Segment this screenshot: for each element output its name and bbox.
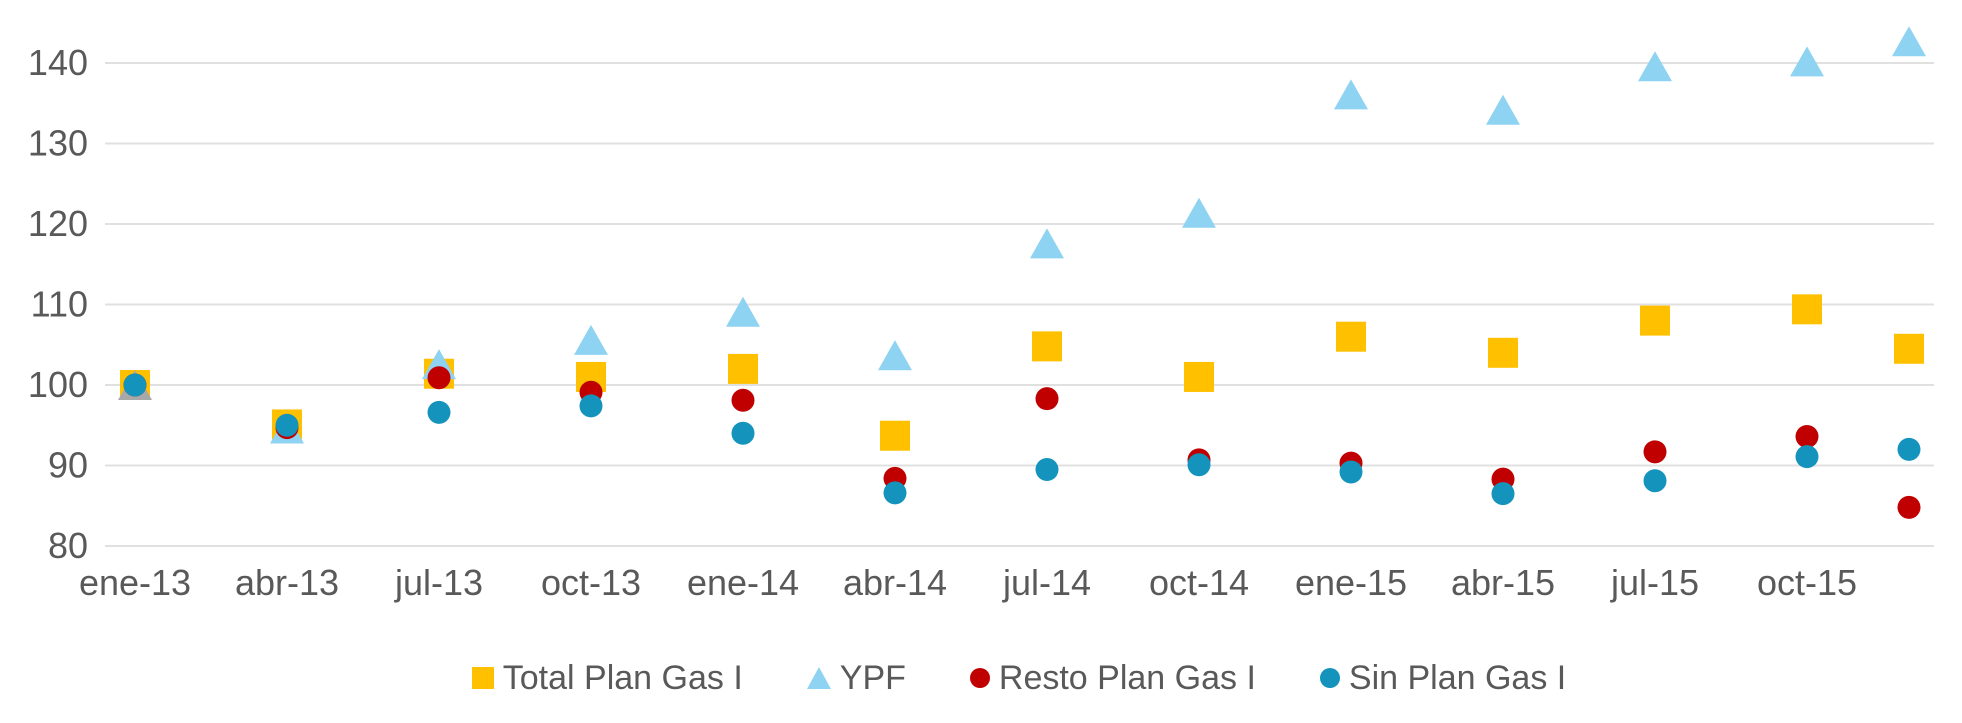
x-tick-label: abr-15 <box>1451 562 1555 603</box>
x-tick-label: jul-14 <box>1002 562 1091 603</box>
x-tick-label: oct-15 <box>1757 562 1857 603</box>
marker-ypf <box>878 340 912 371</box>
marker-ypf <box>726 296 760 327</box>
marker-sin-plan-gas-i <box>731 421 755 445</box>
marker-sin-plan-gas-i <box>427 400 451 424</box>
x-tick-label: ene-14 <box>687 562 799 603</box>
x-tick-label: oct-13 <box>541 562 641 603</box>
marker-resto-plan-gas-i <box>731 388 755 412</box>
marker-sin-plan-gas-i <box>883 481 907 505</box>
marker-sin-plan-gas-i <box>579 394 603 418</box>
x-tick-label: ene-15 <box>1295 562 1407 603</box>
marker-ypf <box>1790 46 1824 77</box>
x-tick-label: abr-13 <box>235 562 339 603</box>
x-tick-label: oct-14 <box>1149 562 1249 603</box>
marker-total-plan-gas-i <box>1488 337 1518 368</box>
marker-total-plan-gas-i <box>728 353 758 384</box>
y-tick-label: 140 <box>28 42 88 83</box>
y-tick-label: 130 <box>28 123 88 164</box>
circle-marker-icon <box>1319 668 1340 688</box>
marker-sin-plan-gas-i <box>1795 445 1819 469</box>
marker-sin-plan-gas-i <box>1339 460 1363 484</box>
x-tick-label: jul-13 <box>394 562 483 603</box>
circle-marker-icon <box>969 668 990 688</box>
marker-ypf <box>1334 79 1368 110</box>
marker-total-plan-gas-i <box>1640 305 1670 336</box>
x-tick-label: abr-14 <box>843 562 947 603</box>
marker-sin-plan-gas-i <box>1491 482 1515 506</box>
y-tick-label: 80 <box>48 525 88 566</box>
marker-sin-plan-gas-i <box>1187 453 1211 477</box>
legend-item-total-plan-gas-i: Total Plan Gas I <box>471 659 743 697</box>
legend-item-sin-plan-gas-i: Sin Plan Gas I <box>1319 659 1567 697</box>
marker-resto-plan-gas-i <box>1897 495 1921 519</box>
legend-label: Total Plan Gas I <box>502 659 743 697</box>
x-tick-label: ene-13 <box>79 562 191 603</box>
marker-total-plan-gas-i <box>1336 321 1366 352</box>
legend-item-resto-plan-gas-i: Resto Plan Gas I <box>969 659 1256 697</box>
marker-ypf <box>1486 94 1520 125</box>
square-marker-icon <box>471 667 494 689</box>
legend-label: Resto Plan Gas I <box>998 659 1256 697</box>
marker-sin-plan-gas-i <box>1897 437 1921 461</box>
marker-sin-plan-gas-i <box>1035 458 1059 482</box>
y-tick-label: 100 <box>28 364 88 405</box>
marker-total-plan-gas-i <box>1792 294 1822 325</box>
marker-ypf <box>574 324 608 355</box>
marker-ypf <box>1030 228 1064 259</box>
x-tick-label: jul-15 <box>1610 562 1699 603</box>
legend-label: Sin Plan Gas I <box>1348 659 1567 697</box>
legend-label: YPF <box>839 659 906 697</box>
marker-ypf <box>1892 26 1926 57</box>
marker-ypf <box>1638 51 1672 82</box>
y-tick-label: 120 <box>28 203 88 244</box>
legend: Total Plan Gas I YPF Resto Plan Gas I Si… <box>0 650 1962 706</box>
y-tick-label: 90 <box>48 445 88 486</box>
marker-resto-plan-gas-i <box>427 366 451 390</box>
marker-resto-plan-gas-i <box>1035 387 1059 411</box>
triangle-marker-icon <box>806 667 831 689</box>
marker-resto-plan-gas-i <box>1643 440 1667 464</box>
marker-total-plan-gas-i <box>1032 331 1062 362</box>
marker-sin-plan-gas-i <box>275 413 299 437</box>
marker-sin-plan-gas-i <box>123 373 147 397</box>
y-tick-label: 110 <box>31 284 88 325</box>
marker-total-plan-gas-i <box>1184 361 1214 392</box>
marker-sin-plan-gas-i <box>1643 469 1667 493</box>
marker-resto-plan-gas-i <box>1795 425 1819 449</box>
marker-ypf <box>1182 197 1216 228</box>
marker-total-plan-gas-i <box>880 420 910 451</box>
legend-item-ypf: YPF <box>806 659 906 697</box>
marker-total-plan-gas-i <box>1894 333 1924 364</box>
